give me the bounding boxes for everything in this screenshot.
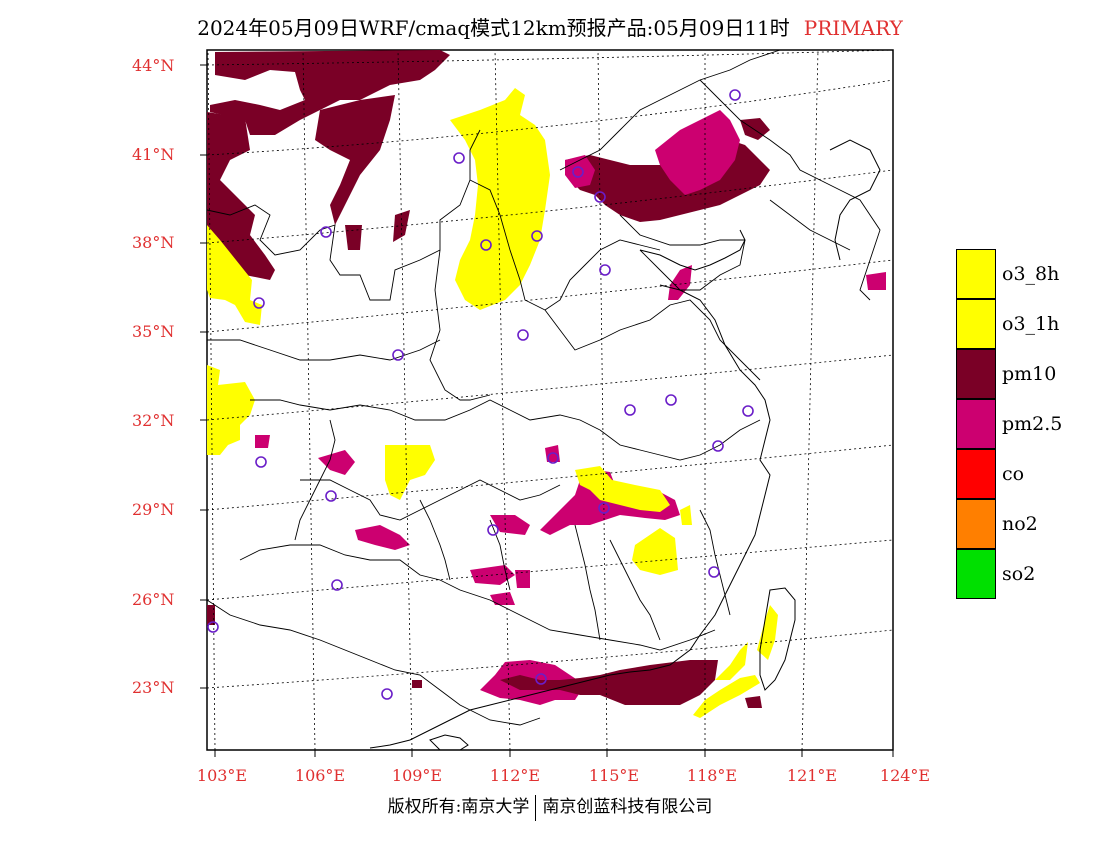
lat-label-44n: 44°N bbox=[132, 56, 175, 75]
legend-label-co: co bbox=[1002, 463, 1025, 485]
lat-label-38n: 38°N bbox=[132, 233, 175, 252]
pm25-small-ne bbox=[866, 272, 886, 290]
lon-label-106e: 106°E bbox=[294, 766, 346, 785]
lat-label-35n: 35°N bbox=[132, 322, 175, 341]
copyright-left: 版权所有:南京大学 bbox=[387, 797, 530, 817]
pm25-small-hunan-1 bbox=[490, 515, 530, 535]
lon-label-112e: 112°E bbox=[489, 766, 541, 785]
pm10-region-northwest bbox=[210, 50, 450, 135]
legend-swatch-so2 bbox=[956, 549, 996, 599]
legend-label-no2: no2 bbox=[1002, 513, 1038, 535]
lon-label-115e: 115°E bbox=[588, 766, 640, 785]
province-borders bbox=[206, 49, 881, 726]
pollution-layer bbox=[207, 50, 886, 718]
pm25-small-3 bbox=[490, 592, 515, 605]
o3-region-chongqing bbox=[385, 445, 435, 500]
footer-divider bbox=[535, 794, 537, 821]
o3-region-north bbox=[450, 88, 550, 310]
map-frame bbox=[206, 49, 894, 751]
lat-label-26n: 26°N bbox=[132, 590, 175, 609]
pm25-small-sichuan bbox=[318, 450, 355, 475]
lon-label-118e: 118°E bbox=[686, 766, 738, 785]
map-title: 2024年05月09日WRF/cmaq模式12km预报产品:05月09日11时 P… bbox=[0, 12, 1100, 41]
o3-region-taiwan bbox=[757, 605, 778, 660]
pm10-region-west bbox=[207, 112, 275, 280]
lon-label-124e: 124°E bbox=[879, 766, 931, 785]
hainan-outline bbox=[429, 734, 469, 751]
legend-swatch-pm10 bbox=[956, 349, 996, 399]
lon-label-109e: 109°E bbox=[391, 766, 443, 785]
copyright-right: 南京创蓝科技有限公司 bbox=[542, 797, 713, 817]
legend-swatch-o3-1h bbox=[956, 299, 996, 349]
legend-swatch-no2 bbox=[956, 499, 996, 549]
pm25-region-shandong bbox=[668, 265, 692, 300]
map-title-main: 2024年05月09日WRF/cmaq模式12km预报产品:05月09日11时 bbox=[197, 16, 790, 40]
pm10-region-guangdong bbox=[500, 660, 718, 705]
o3-region-west-2 bbox=[207, 365, 255, 455]
legend-label-so2: so2 bbox=[1002, 563, 1036, 585]
pm10-small-south bbox=[745, 696, 762, 708]
pm10-small-2 bbox=[345, 225, 362, 250]
legend-swatch-o3-8h bbox=[956, 249, 996, 299]
graticule bbox=[206, 49, 894, 751]
lat-label-32n: 32°N bbox=[132, 411, 175, 430]
pm10-small-sw bbox=[207, 605, 215, 625]
lat-label-29n: 29°N bbox=[132, 500, 175, 519]
legend-label-pm25: pm2.5 bbox=[1002, 413, 1063, 435]
pm25-small-hunan-3 bbox=[515, 570, 530, 588]
o3-region-guangdong-south bbox=[693, 675, 760, 718]
legend-label-o3-1h: o3_1h bbox=[1002, 313, 1060, 335]
pm25-small-1 bbox=[255, 435, 270, 448]
o3-region-fujian bbox=[715, 642, 748, 680]
pm10-small-sw-2 bbox=[412, 680, 422, 688]
lon-label-121e: 121°E bbox=[786, 766, 838, 785]
pm25-region-beijing bbox=[655, 110, 740, 195]
legend-swatch-pm25 bbox=[956, 399, 996, 449]
lat-label-41n: 41°N bbox=[132, 145, 175, 164]
o3-region-jiangxi bbox=[632, 528, 678, 575]
axis-ticks bbox=[200, 64, 894, 757]
lat-label-23n: 23°N bbox=[132, 678, 175, 697]
copyright-footer: 版权所有:南京大学 南京创蓝科技有限公司 bbox=[0, 792, 1100, 821]
o3-small-1 bbox=[680, 505, 692, 525]
legend-label-pm10: pm10 bbox=[1002, 363, 1057, 385]
o3-region-wuhan bbox=[575, 466, 670, 512]
taiwan-outline bbox=[759, 587, 796, 691]
pm25-small-guizhou bbox=[355, 525, 410, 550]
lon-label-103e: 103°E bbox=[196, 766, 248, 785]
pm10-region-center-north bbox=[315, 95, 395, 225]
station-markers bbox=[207, 89, 754, 700]
legend-label-o3-8h: o3_8h bbox=[1002, 263, 1060, 285]
korea-outline bbox=[829, 139, 881, 261]
legend-swatch-co bbox=[956, 449, 996, 499]
o3-region-west-1 bbox=[207, 225, 262, 325]
map-title-tag: PRIMARY bbox=[803, 16, 903, 40]
coastline bbox=[369, 139, 881, 751]
